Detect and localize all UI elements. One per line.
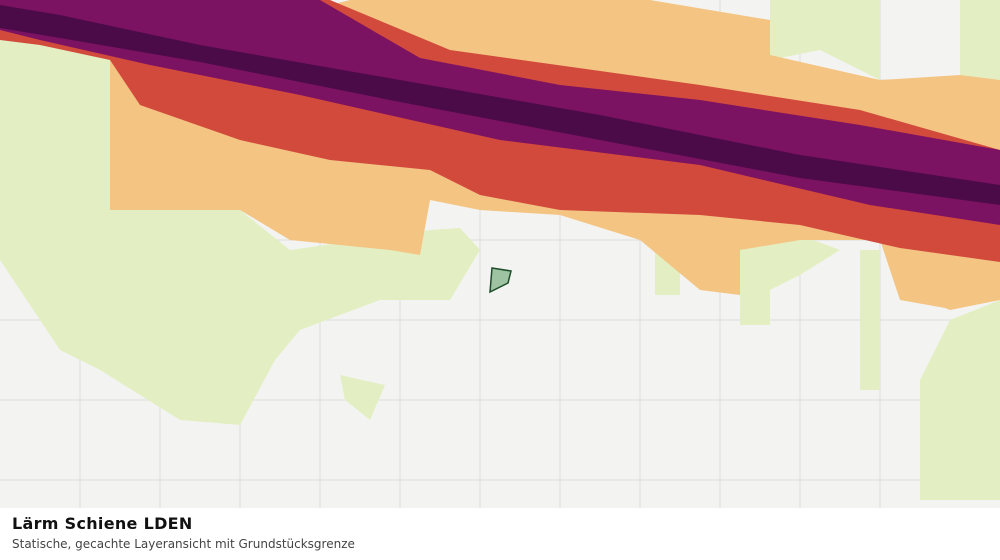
parcel-boundary — [489, 267, 512, 294]
map-title: Lärm Schiene LDEN — [12, 514, 193, 533]
map — [0, 0, 1000, 508]
noise-zone-extreme — [0, 5, 1000, 205]
map-subtitle: Statische, gecachte Layeransicht mit Gru… — [12, 537, 355, 551]
noise-zone-low — [0, 0, 1000, 500]
caption: Lärm Schiene LDEN Statische, gecachte La… — [0, 508, 1000, 560]
